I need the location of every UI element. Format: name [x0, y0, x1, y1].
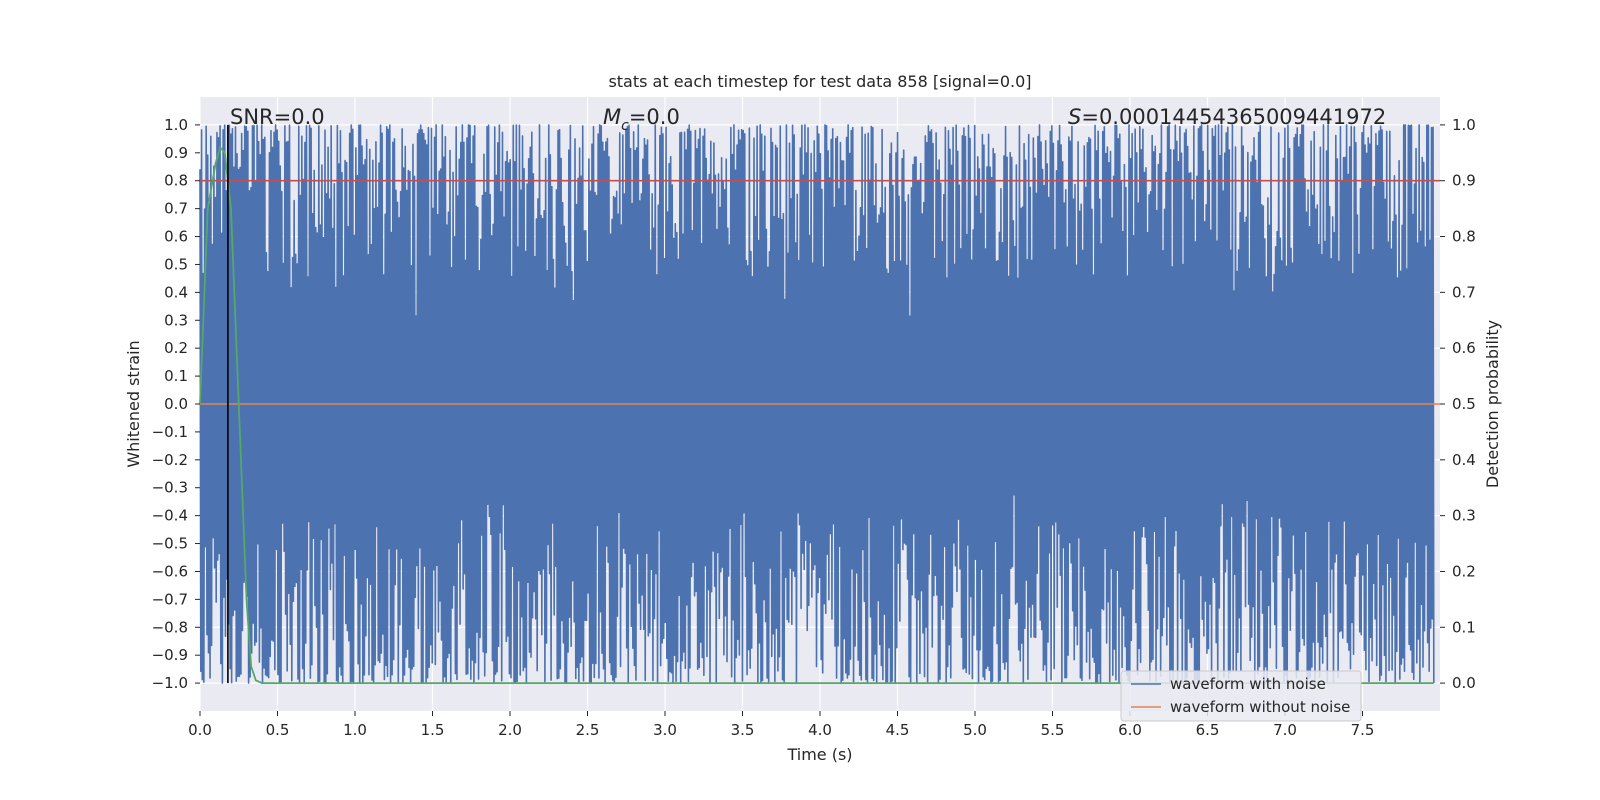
chart-title: stats at each timestep for test data 858…	[608, 72, 1031, 91]
y2-tick-label-5: 0.5	[1452, 395, 1476, 413]
y2-tick-label-10: 0.0	[1452, 674, 1476, 692]
y2-axis-ticks: 1.0 0.9 0.8 0.7 0.6 0.5 0.4 0.3 0.2 0.1 0.0	[1440, 116, 1476, 692]
y-tick-label-13: −0.3	[152, 479, 188, 497]
x-tick-label-9: 4.5	[886, 721, 910, 739]
y-tick-label-19: −0.9	[152, 646, 188, 664]
x-tick-label-5: 2.5	[576, 721, 600, 739]
probability-line	[199, 145, 1434, 684]
x-tick-label-4: 2.0	[498, 721, 522, 739]
y2-tick-label-0: 1.0	[1452, 116, 1476, 134]
y2-tick-label-4: 0.6	[1452, 339, 1476, 357]
x-tick-label-1: 0.5	[266, 721, 290, 739]
y-tick-label-12: −0.2	[152, 451, 188, 469]
y-tick-label-3: 0.7	[164, 200, 188, 218]
legend-label-noise: waveform with noise	[1170, 675, 1326, 693]
y2-axis-label: Detection probability	[1483, 320, 1502, 488]
x-tick-label-6: 3.0	[653, 721, 677, 739]
y-axis-label: Whitened strain	[124, 340, 143, 467]
x-tick-label-12: 6.0	[1118, 721, 1142, 739]
x-tick-label-11: 5.5	[1041, 721, 1065, 739]
y-tick-label-7: 0.3	[164, 311, 188, 329]
y2-tick-label-9: 0.1	[1452, 618, 1476, 636]
series-waveform-with-noise	[199, 124, 1435, 684]
y-tick-label-6: 0.4	[164, 283, 188, 301]
s-annotation: S=0.00014454365009441972	[1068, 105, 1386, 129]
y-tick-label-16: −0.6	[152, 562, 188, 580]
y-tick-label-18: −0.8	[152, 618, 188, 636]
s-value: =0.00014454365009441972	[1081, 105, 1386, 129]
legend: waveform with noise waveform without noi…	[1120, 670, 1362, 722]
x-axis-ticks: 0.0 0.5 1.0 1.5 2.0 2.5 3.0 3.5 4.0 4.5 5.0 5.5 6.0 6…	[188, 711, 1374, 739]
y-tick-label-11: −0.1	[152, 423, 188, 441]
x-tick-label-8: 4.0	[808, 721, 832, 739]
chirp-mass-value: =0.0	[629, 105, 680, 129]
y-tick-label-20: −1.0	[152, 674, 188, 692]
legend-label-clean: waveform without noise	[1170, 698, 1350, 716]
y-tick-label-4: 0.6	[164, 228, 188, 246]
series-detection-probability	[199, 145, 1434, 684]
x-axis-label: Time (s)	[786, 745, 852, 764]
y-tick-label-0: 1.0	[164, 116, 188, 134]
x-tick-label-15: 7.5	[1351, 721, 1375, 739]
x-tick-label-14: 7.0	[1273, 721, 1297, 739]
y-tick-label-17: −0.7	[152, 590, 188, 608]
y-tick-label-10: 0.0	[164, 395, 188, 413]
chirp-mass-subscript: c	[621, 118, 629, 134]
y2-tick-label-3: 0.7	[1452, 283, 1476, 301]
y-tick-label-14: −0.4	[152, 507, 188, 525]
x-tick-label-10: 5.0	[963, 721, 987, 739]
y2-tick-label-1: 0.9	[1452, 172, 1476, 190]
s-symbol: S	[1068, 105, 1081, 129]
snr-annotation: SNR=0.0	[230, 105, 325, 129]
x-tick-label-3: 1.5	[421, 721, 445, 739]
x-tick-label-2: 1.0	[343, 721, 367, 739]
y-tick-label-9: 0.1	[164, 367, 188, 385]
y2-tick-label-2: 0.8	[1452, 228, 1476, 246]
chirp-mass-annotation: Mc=0.0	[603, 105, 680, 134]
y-tick-label-2: 0.8	[164, 172, 188, 190]
x-tick-label-7: 3.5	[731, 721, 755, 739]
y2-tick-label-8: 0.2	[1452, 562, 1476, 580]
x-tick-label-0: 0.0	[188, 721, 212, 739]
y2-tick-label-6: 0.4	[1452, 451, 1476, 469]
y-tick-label-15: −0.5	[152, 535, 188, 553]
y-tick-label-8: 0.2	[164, 339, 188, 357]
legend-box	[1120, 670, 1362, 722]
x-tick-label-13: 6.5	[1196, 721, 1220, 739]
chirp-mass-symbol: M	[603, 105, 621, 129]
y-tick-label-5: 0.5	[164, 255, 188, 273]
y-axis-ticks: 1.0 0.9 0.8 0.7 0.6 0.5 0.4 0.3 0.2 0.1 0.0 −0.1 −0.…	[152, 116, 200, 692]
noise-waveform-line	[199, 124, 1435, 684]
y2-tick-label-7: 0.3	[1452, 507, 1476, 525]
y-tick-label-1: 0.9	[164, 144, 188, 162]
